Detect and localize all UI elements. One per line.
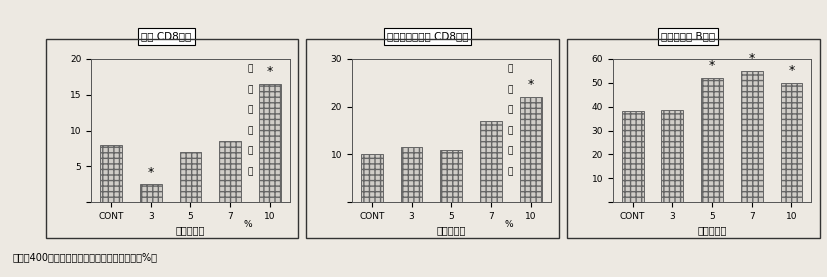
Text: *: *: [787, 64, 794, 77]
Text: 細: 細: [508, 65, 513, 73]
Text: 有: 有: [508, 126, 513, 135]
Text: *: *: [266, 65, 273, 78]
Text: *: *: [748, 52, 754, 65]
Bar: [780, 83, 801, 202]
Bar: [259, 84, 280, 202]
X-axis label: 感染後日数: 感染後日数: [696, 225, 726, 235]
Text: 積: 積: [247, 167, 252, 176]
Text: 占: 占: [508, 106, 513, 114]
Bar: [480, 121, 501, 202]
Bar: [740, 71, 762, 202]
Text: 浅鼠径リンパ節 CD8細胞: 浅鼠径リンパ節 CD8細胞: [386, 32, 467, 42]
Text: 数値は400倍視野における平均細胞占有面積（%）: 数値は400倍視野における平均細胞占有面積（%）: [12, 252, 157, 262]
Text: 胞: 胞: [247, 85, 252, 94]
Text: 胞: 胞: [508, 85, 513, 94]
Text: 有: 有: [247, 126, 252, 135]
Bar: [400, 147, 422, 202]
Bar: [140, 184, 161, 202]
Bar: [179, 152, 201, 202]
Bar: [519, 97, 541, 202]
Text: パイエル板 B細胞: パイエル板 B細胞: [661, 32, 715, 42]
Text: *: *: [708, 59, 715, 72]
Bar: [661, 110, 682, 202]
Bar: [361, 155, 382, 202]
X-axis label: 感染後日数: 感染後日数: [436, 225, 466, 235]
Bar: [621, 111, 643, 202]
Text: *: *: [527, 78, 533, 91]
Bar: [440, 150, 461, 202]
Text: 面: 面: [247, 147, 252, 156]
Bar: [700, 78, 722, 202]
Text: 積: 積: [508, 167, 513, 176]
Text: %: %: [504, 220, 513, 229]
Text: 細: 細: [247, 65, 252, 73]
Text: 脾臓 CD8細胞: 脾臓 CD8細胞: [141, 32, 192, 42]
Bar: [100, 145, 122, 202]
Text: 面: 面: [508, 147, 513, 156]
Text: %: %: [244, 220, 252, 229]
X-axis label: 感染後日数: 感染後日数: [175, 225, 205, 235]
Bar: [219, 141, 241, 202]
Text: 占: 占: [247, 106, 252, 114]
Text: *: *: [147, 166, 154, 179]
